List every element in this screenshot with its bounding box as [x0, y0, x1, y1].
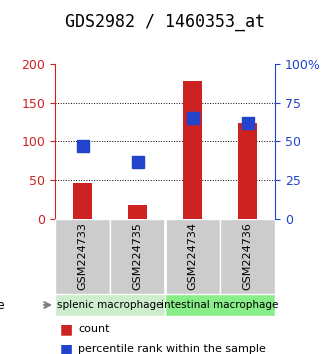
FancyBboxPatch shape — [55, 294, 165, 316]
Bar — [183, 81, 202, 219]
Bar — [238, 123, 257, 219]
Text: GSM224733: GSM224733 — [78, 223, 87, 290]
Text: GSM224734: GSM224734 — [187, 223, 197, 291]
Bar — [128, 205, 147, 219]
Text: GSM224736: GSM224736 — [243, 223, 252, 290]
FancyBboxPatch shape — [165, 294, 275, 316]
Text: GDS2982 / 1460353_at: GDS2982 / 1460353_at — [65, 13, 265, 31]
FancyBboxPatch shape — [55, 219, 110, 294]
Text: cell type: cell type — [0, 298, 5, 312]
FancyBboxPatch shape — [220, 219, 275, 294]
FancyBboxPatch shape — [165, 219, 220, 294]
Text: percentile rank within the sample: percentile rank within the sample — [78, 344, 266, 354]
Text: GSM224735: GSM224735 — [133, 223, 143, 290]
Text: ■: ■ — [60, 342, 73, 354]
Text: ■: ■ — [60, 322, 73, 336]
Text: splenic macrophage: splenic macrophage — [57, 300, 163, 310]
Bar — [73, 183, 92, 219]
Text: intestinal macrophage: intestinal macrophage — [161, 300, 279, 310]
FancyBboxPatch shape — [110, 219, 165, 294]
Text: count: count — [78, 324, 110, 334]
